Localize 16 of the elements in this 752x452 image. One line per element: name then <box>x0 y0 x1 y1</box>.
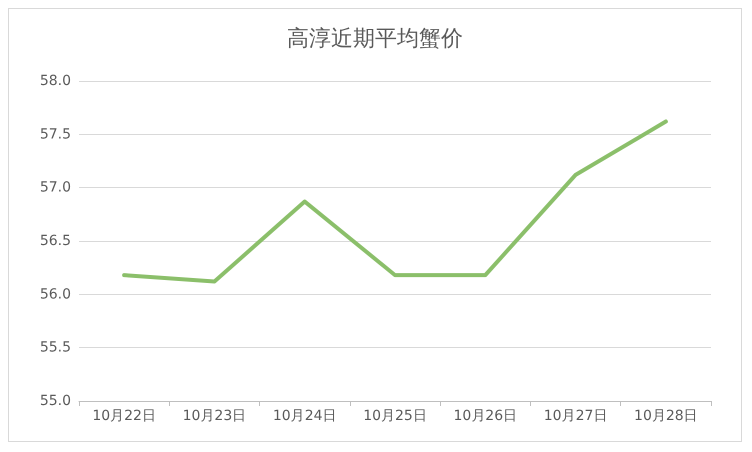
x-tick-label: 10月28日 <box>634 408 698 424</box>
y-tick-label: 55.5 <box>40 340 71 356</box>
chart-title: 高淳近期平均蟹价 <box>287 26 463 52</box>
x-tick-label: 10月25日 <box>363 408 427 424</box>
x-tick-label: 10月22日 <box>92 408 156 424</box>
y-tick-label: 58.0 <box>40 73 71 89</box>
line-series <box>122 120 668 284</box>
y-tick-label: 55.0 <box>40 393 71 409</box>
x-tick-label: 10月26日 <box>453 408 518 424</box>
x-tick-label: 10月24日 <box>272 408 337 424</box>
x-tick-label: 10月27日 <box>544 408 608 424</box>
y-tick-label: 57.5 <box>40 126 71 142</box>
y-tick-label: 56.0 <box>40 286 71 302</box>
y-tick-label: 57.0 <box>40 180 71 196</box>
y-tick-label: 56.5 <box>40 233 71 249</box>
x-tick-label: 10月23日 <box>182 408 246 424</box>
